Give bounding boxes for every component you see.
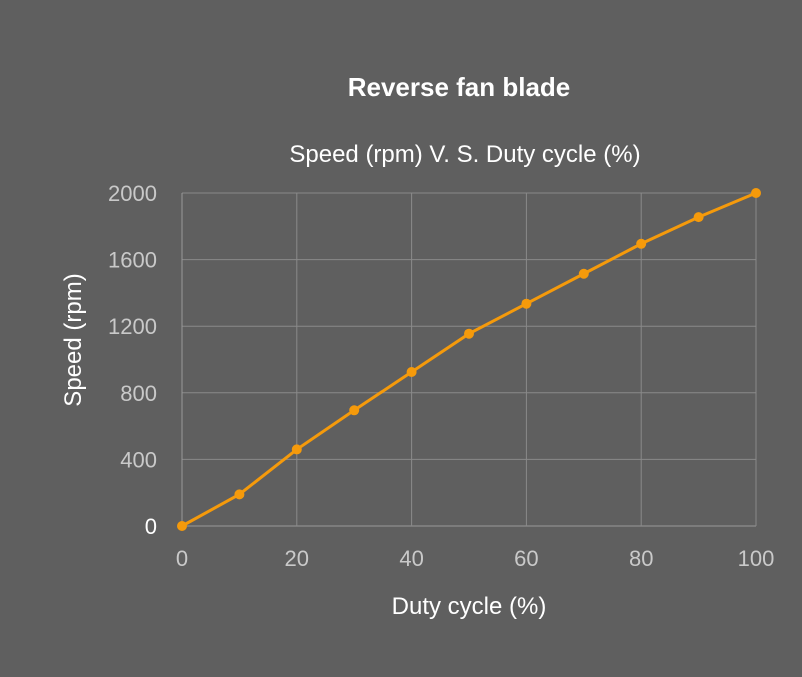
data-point: [406, 366, 417, 377]
x-tick-label: 100: [738, 546, 775, 571]
y-tick-label: 800: [120, 381, 157, 406]
y-axis-label: Speed (rpm): [60, 273, 87, 406]
x-tick-label: 0: [176, 546, 188, 571]
y-tick-label: 1200: [108, 314, 157, 339]
y-tick-label: 400: [120, 447, 157, 472]
y-tick-label: 1600: [108, 248, 157, 273]
x-tick-label: 60: [514, 546, 538, 571]
series-layer: [177, 188, 761, 531]
x-tick-label: 20: [285, 546, 309, 571]
data-point: [291, 444, 302, 455]
data-point: [751, 188, 761, 198]
tick-labels: 0 400 800 1200 1600 2000 0 20 40 60 80 100: [108, 181, 774, 571]
data-point: [349, 405, 360, 416]
chart-title: Reverse fan blade: [348, 72, 571, 102]
data-point: [177, 521, 187, 531]
x-tick-label: 80: [629, 546, 653, 571]
data-point: [234, 489, 245, 500]
x-axis-label: Duty cycle (%): [392, 593, 547, 620]
data-point: [693, 212, 704, 223]
chart-subtitle: Speed (rpm) V. S. Duty cycle (%): [289, 141, 640, 168]
data-point: [521, 298, 532, 309]
data-point: [578, 268, 589, 279]
grid: [181, 192, 757, 527]
y-tick-label: 2000: [108, 181, 157, 206]
y-tick-label: 0: [145, 514, 157, 539]
data-point: [464, 328, 474, 339]
data-point: [636, 238, 647, 249]
series-line: [181, 191, 757, 528]
x-tick-label: 40: [399, 546, 423, 571]
